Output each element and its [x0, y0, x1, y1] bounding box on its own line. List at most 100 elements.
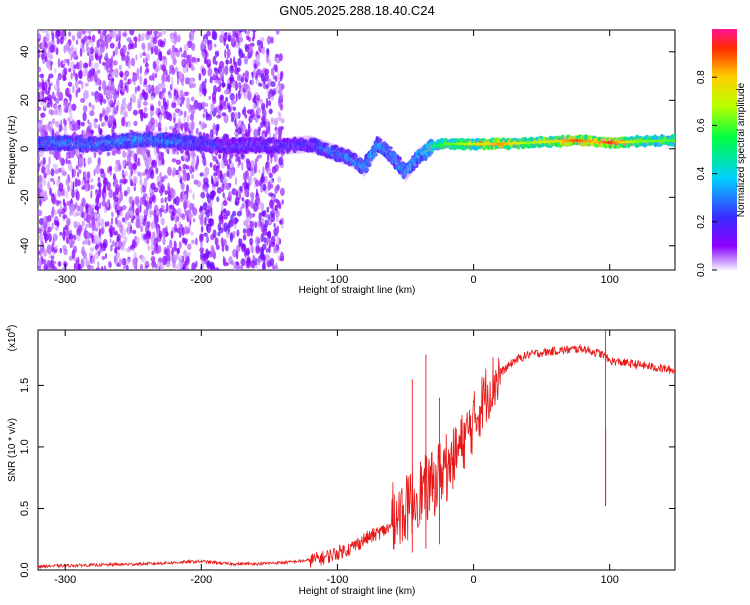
noise-cell	[270, 37, 274, 44]
noise-cell	[255, 117, 258, 123]
noise-cell	[105, 253, 107, 259]
noise-cell	[185, 92, 189, 96]
noise-cell	[251, 171, 254, 176]
noise-cell	[76, 205, 79, 211]
noise-cell	[220, 102, 223, 111]
noise-cell	[256, 188, 258, 196]
noise-cell	[54, 68, 56, 74]
noise-cell	[141, 256, 146, 262]
noise-cell	[202, 52, 205, 59]
noise-cell	[214, 44, 217, 48]
noise-cell	[119, 192, 123, 202]
noise-cell	[101, 228, 103, 235]
noise-cell	[273, 64, 277, 70]
noise-cell	[109, 115, 112, 125]
noise-cell	[117, 205, 121, 210]
noise-cell	[157, 245, 162, 254]
noise-cell	[148, 245, 150, 251]
noise-cell	[45, 124, 50, 131]
noise-cell	[50, 44, 54, 53]
noise-cell	[84, 171, 86, 179]
noise-cell	[78, 80, 82, 84]
noise-cell	[89, 59, 91, 67]
noise-cell	[96, 69, 100, 74]
noise-cell	[91, 257, 94, 263]
noise-cell	[144, 182, 146, 186]
noise-cell	[41, 53, 44, 60]
noise-cell	[51, 193, 54, 198]
noise-cell	[43, 178, 47, 186]
noise-cell	[217, 51, 219, 57]
noise-cell	[113, 173, 116, 179]
noise-cell	[253, 221, 255, 228]
noise-cell	[58, 73, 62, 80]
noise-cell	[186, 184, 189, 193]
noise-cell	[141, 186, 143, 195]
noise-cell	[237, 58, 241, 67]
noise-cell	[210, 162, 213, 168]
noise-cell	[56, 200, 59, 207]
noise-cell	[52, 260, 56, 265]
noise-cell	[40, 181, 43, 191]
noise-cell	[161, 95, 163, 100]
noise-cell	[237, 67, 241, 72]
noise-cell	[52, 33, 55, 41]
noise-cell	[37, 53, 41, 58]
noise-cell	[79, 60, 82, 70]
noise-cell	[94, 71, 97, 78]
noise-cell	[51, 222, 54, 230]
noise-cell	[176, 160, 181, 165]
noise-cell	[199, 73, 202, 81]
noise-cell	[223, 192, 225, 198]
noise-cell	[154, 45, 158, 55]
noise-cell	[121, 258, 126, 265]
noise-cell	[41, 256, 43, 265]
noise-cell	[76, 191, 80, 201]
noise-cell	[278, 111, 280, 116]
noise-cell	[48, 66, 50, 71]
noise-cell	[186, 56, 191, 66]
noise-cell	[109, 64, 113, 70]
noise-cell	[133, 110, 138, 116]
noise-cell	[158, 122, 162, 129]
noise-cell	[156, 227, 159, 237]
noise-cell	[110, 239, 112, 244]
noise-cell	[143, 58, 145, 64]
noise-cell	[245, 44, 248, 50]
noise-cell	[155, 66, 159, 73]
noise-cell	[145, 68, 149, 73]
noise-cell	[85, 224, 90, 229]
noise-cell	[88, 26, 91, 36]
noise-cell	[256, 95, 260, 102]
noise-cell	[99, 248, 103, 253]
noise-cell	[266, 207, 269, 213]
noise-cell	[149, 75, 154, 81]
noise-cell	[249, 238, 253, 246]
noise-cell	[61, 126, 63, 131]
noise-cell	[107, 199, 110, 208]
noise-cell	[37, 49, 41, 53]
noise-cell	[58, 105, 60, 109]
noise-cell	[258, 129, 261, 136]
ridge-core	[673, 139, 677, 141]
noise-cell	[150, 118, 155, 126]
noise-cell	[78, 169, 82, 174]
noise-cell	[76, 39, 78, 45]
noise-cell	[72, 250, 75, 257]
noise-cell	[86, 234, 91, 238]
noise-cell	[78, 225, 83, 234]
noise-cell	[183, 200, 187, 209]
noise-cell	[124, 70, 129, 77]
noise-cell	[128, 60, 130, 70]
noise-cell	[85, 83, 89, 87]
noise-cell	[56, 91, 59, 97]
noise-cell	[268, 245, 270, 253]
noise-cell	[162, 87, 166, 93]
noise-cell	[102, 80, 106, 90]
noise-cell	[274, 186, 278, 194]
noise-cell	[55, 30, 59, 39]
noise-cell	[189, 165, 192, 174]
noise-cell	[240, 187, 242, 192]
noise-cell	[204, 171, 207, 179]
noise-cell	[59, 183, 64, 192]
